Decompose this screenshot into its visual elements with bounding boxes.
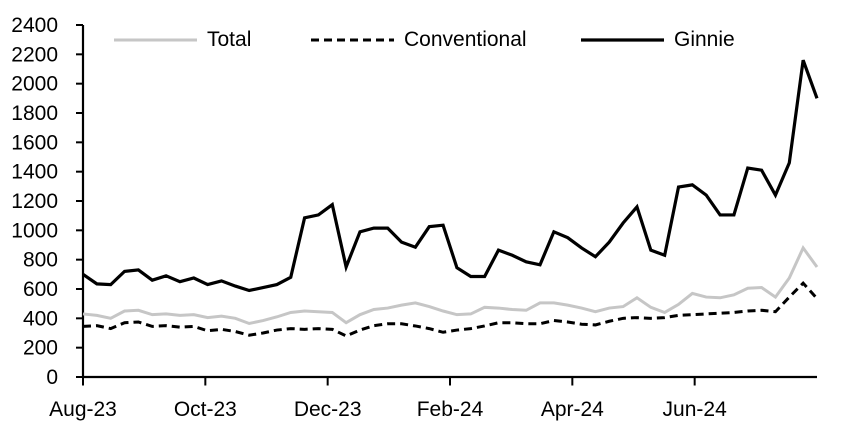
x-tick-label: Aug-23	[49, 398, 117, 421]
y-tick-label: 1600	[11, 131, 58, 154]
series-line-conventional	[82, 280, 819, 338]
x-tick-label: Oct-23	[174, 398, 237, 421]
series-line-ginnie	[82, 59, 819, 293]
y-tick-label: 800	[23, 249, 58, 272]
y-tick-label: 2000	[11, 73, 58, 96]
series-line-total	[82, 244, 819, 326]
y-tick-label: 2400	[11, 14, 58, 37]
y-tick-label: 0	[46, 366, 58, 389]
x-tick-label: Feb-24	[417, 398, 484, 421]
x-tick-label: Apr-24	[541, 398, 604, 421]
y-tick-label: 600	[23, 278, 58, 301]
y-tick-label: 1800	[11, 102, 58, 125]
x-tick-label: Jun-24	[663, 398, 728, 421]
y-tick-label: 400	[23, 307, 58, 330]
x-tick-label: Dec-23	[294, 398, 362, 421]
y-tick-label: 1200	[11, 190, 58, 213]
y-tick-label: 1400	[11, 161, 58, 184]
y-tick-label: 1000	[11, 219, 58, 242]
y-tick-label: 200	[23, 337, 58, 360]
y-tick-label: 2200	[11, 43, 58, 66]
